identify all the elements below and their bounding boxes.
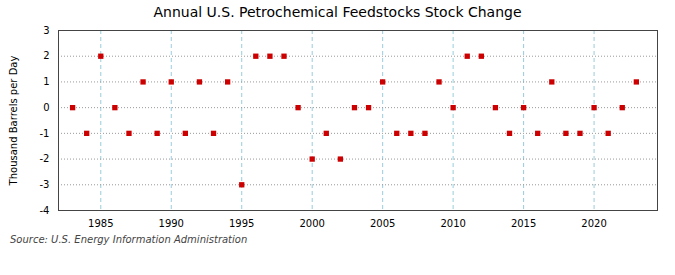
svg-text:-3: -3 [40, 179, 50, 190]
svg-text:2015: 2015 [511, 218, 536, 229]
svg-text:-4: -4 [40, 205, 50, 216]
svg-text:1: 1 [43, 76, 49, 87]
svg-text:2010: 2010 [440, 218, 465, 229]
svg-text:Thousand Barrels per Day: Thousand Barrels per Day [8, 56, 19, 187]
svg-text:2005: 2005 [370, 218, 395, 229]
svg-text:2: 2 [43, 50, 49, 61]
html-text:Source: U.S. Energy Informatio: Source: U.S. Energy Information Administ… [10, 234, 248, 245]
svg-text:0: 0 [43, 102, 49, 113]
svg-text:3: 3 [43, 25, 49, 36]
html-text:Annual U.S. Petrochemical Feed: Annual U.S. Petrochemical Feedstocks Sto… [153, 4, 522, 20]
svg-text:1985: 1985 [88, 218, 113, 229]
svg-text:-2: -2 [40, 153, 50, 164]
svg-text:1990: 1990 [159, 218, 184, 229]
svg-text:1995: 1995 [229, 218, 254, 229]
svg-text:2020: 2020 [581, 218, 606, 229]
svg-text:-1: -1 [40, 128, 50, 139]
svg-text:2000: 2000 [299, 218, 324, 229]
